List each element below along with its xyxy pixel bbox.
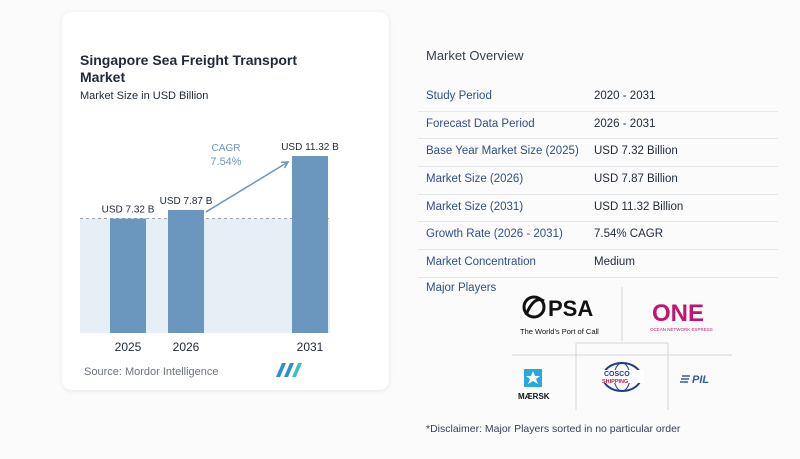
cosco-subword: SHIPPING	[602, 379, 628, 385]
overview-row-base-year-size: Base Year Market Size (2025) USD 7.32 Bi…	[418, 139, 778, 168]
cagr-arrow-head-icon	[280, 161, 290, 169]
major-players-logos: PSA The World's Port of Call ONE OCEAN N…	[512, 287, 732, 410]
overview-table: Study Period 2020 - 2031 Forecast Data P…	[418, 84, 778, 278]
overview-value: 7.54% CAGR	[594, 228, 664, 241]
overview-label: Market Concentration	[426, 256, 536, 269]
overview-value: 2020 - 2031	[594, 90, 656, 102]
bar	[168, 209, 204, 333]
overview-value: USD 11.32 Billion	[594, 200, 684, 213]
one-logo: ONE OCEAN NETWORK EXPRESS	[650, 300, 713, 332]
mordor-intelligence-logo-icon	[276, 363, 302, 377]
cagr-label: CAGR	[212, 143, 241, 154]
cosco-wordmark: COSCO	[604, 371, 630, 378]
bar	[110, 218, 146, 333]
one-wordmark: ONE	[652, 300, 704, 327]
overview-label: Base Year Market Size (2025)	[426, 145, 579, 158]
one-tagline: OCEAN NETWORK EXPRESS	[650, 327, 713, 332]
overview-row-size-2026: Market Size (2026) USD 7.87 Billion	[418, 167, 778, 195]
overview-value: Medium	[594, 256, 635, 269]
bar-value-label: USD 7.87 B	[160, 196, 213, 207]
overview-row-size-2031: Market Size (2031) USD 11.32 Billion	[418, 195, 778, 223]
disclaimer: *Disclaimer: Major Players sorted in no …	[426, 423, 681, 435]
psa-logo: PSA The World's Port of Call	[520, 295, 599, 336]
cosco-logo: COSCO SHIPPING	[600, 362, 644, 392]
chart-title: Singapore Sea Freight Transport Market	[80, 52, 298, 85]
overview-label: Market Size (2031)	[426, 200, 524, 213]
pil-wordmark: PIL	[692, 374, 709, 386]
overview-value: USD 7.87 Billion	[594, 173, 678, 186]
overview-label: Study Period	[426, 90, 492, 102]
psa-swoosh-icon	[524, 298, 545, 316]
major-players-label: Major Players	[426, 282, 497, 294]
cagr-arrow	[205, 161, 289, 213]
chart-subtitle: Market Size in USD Billion	[80, 90, 209, 102]
overview-row-growth-rate: Growth Rate (2026 - 2031) 7.54% CAGR	[418, 222, 778, 251]
source-note: Source: Mordor Intelligence	[84, 366, 219, 378]
overview-title: Market Overview	[426, 48, 524, 63]
overview-value: 2026 - 2031	[594, 117, 656, 130]
maersk-star-icon	[526, 371, 540, 384]
bar	[292, 156, 328, 333]
overview-row-forecast-period: Forecast Data Period 2026 - 2031	[418, 112, 778, 140]
overview-value: USD 7.32 Billion	[594, 145, 678, 158]
psa-wordmark: PSA	[548, 296, 593, 321]
psa-tagline: The World's Port of Call	[520, 327, 599, 336]
cagr-value: 7.54%	[210, 156, 241, 168]
x-tick-label: 2031	[297, 340, 324, 354]
x-tick-label: 2026	[173, 340, 200, 354]
overview-label: Market Size (2026)	[426, 173, 524, 186]
cosco-banner	[600, 370, 644, 383]
overview-label: Forecast Data Period	[426, 117, 535, 130]
pil-logo: PIL	[680, 374, 709, 386]
overview-row-concentration: Market Concentration Medium	[418, 250, 778, 278]
maersk-wordmark: MÆRSK	[518, 392, 550, 401]
overview-label: Growth Rate (2026 - 2031)	[426, 228, 563, 241]
psa-emblem-icon	[522, 295, 546, 319]
bar-value-label: USD 11.32 B	[281, 142, 339, 153]
bar-chart: USD 7.32 B 2025 USD 7.87 B 2026 USD 11.32 B 2…	[80, 142, 339, 354]
overview-row-study-period: Study Period 2020 - 2031	[418, 84, 778, 112]
bar-value-label: USD 7.32 B	[102, 205, 155, 216]
x-tick-label: 2025	[115, 340, 142, 354]
maersk-logo: MÆRSK	[518, 369, 550, 401]
